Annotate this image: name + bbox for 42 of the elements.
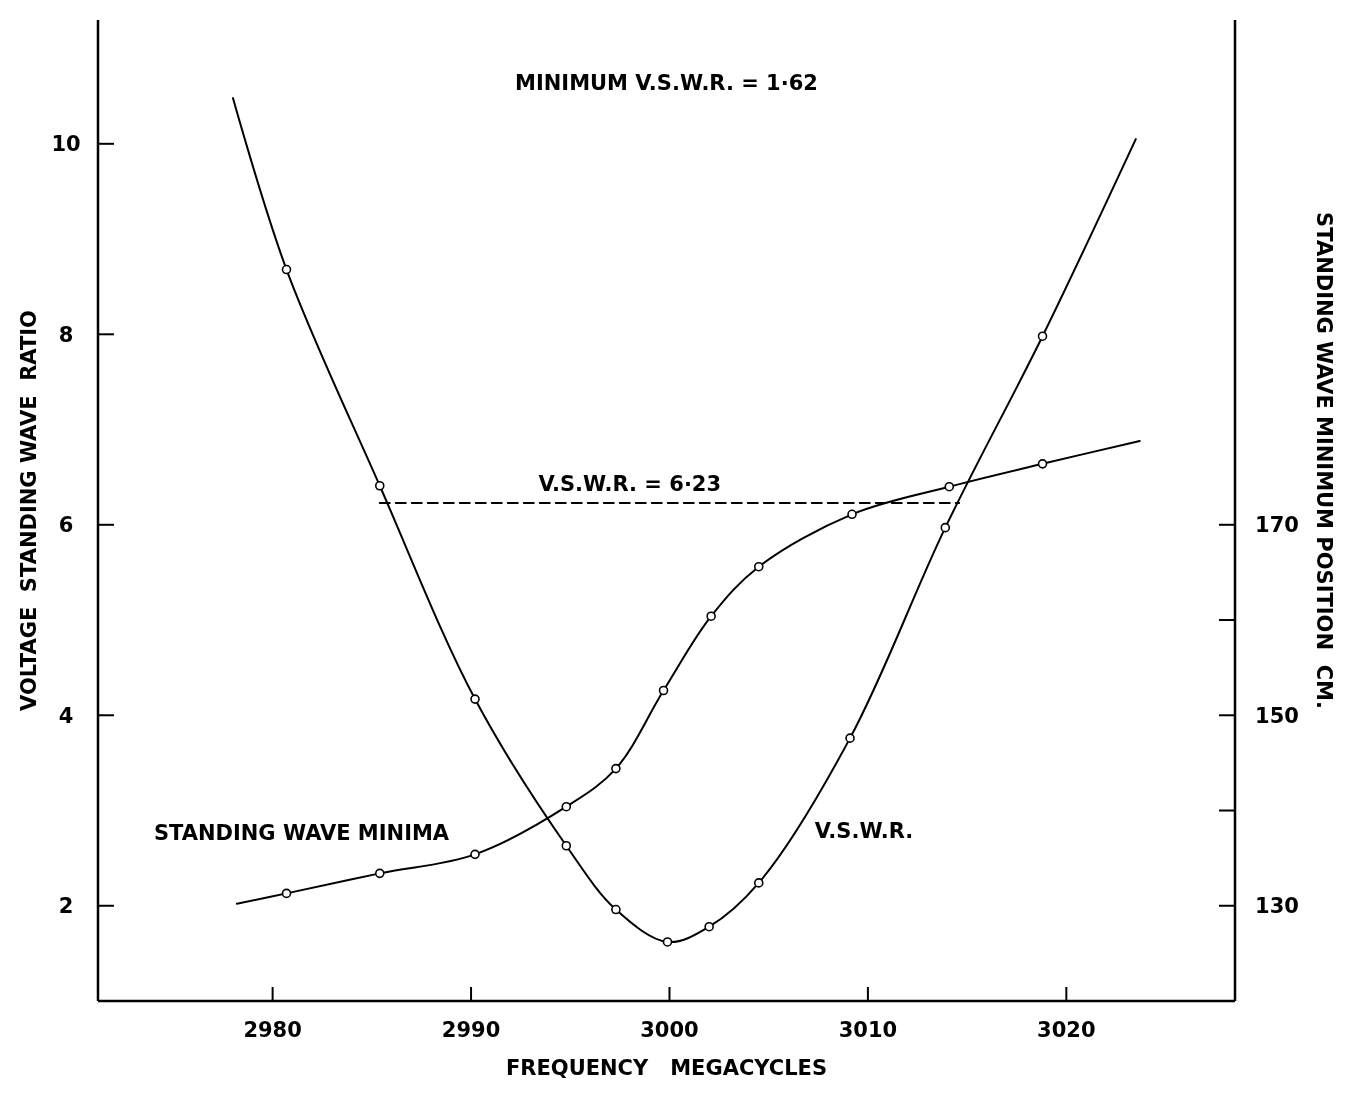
x-axis-title: FREQUENCY MEGACYCLES	[505, 1056, 828, 1080]
point	[658, 685, 669, 696]
series-label: V.S.W.R.	[814, 819, 914, 844]
point	[706, 611, 716, 622]
y-tick-label: 8	[58, 322, 74, 347]
y2-tick-label: 150	[1255, 703, 1299, 728]
point	[470, 694, 480, 704]
point	[1037, 331, 1048, 342]
x-tick-label: 3020	[1037, 1018, 1096, 1042]
y2-tick-label: 170	[1255, 513, 1299, 538]
annotation: MINIMUM V.S.W.R. = 1·62	[515, 71, 818, 95]
x-tick-label: 2980	[243, 1018, 302, 1042]
point	[561, 801, 572, 812]
point	[374, 868, 385, 879]
point	[753, 561, 764, 572]
point	[847, 509, 857, 520]
point	[753, 878, 764, 888]
point	[561, 840, 572, 851]
y-tick-label: 6	[58, 513, 74, 538]
point	[662, 937, 673, 947]
point	[1037, 459, 1048, 469]
point	[374, 480, 385, 491]
point	[704, 921, 714, 932]
point	[611, 763, 621, 774]
annotation: V.S.W.R. = 6·23	[538, 471, 722, 496]
point	[940, 522, 951, 533]
x-tick-label: 2990	[441, 1018, 501, 1042]
y-axis-title: VOLTAGE STANDING WAVE RATIO	[17, 310, 41, 711]
series-label: STANDING WAVE MINIMA	[153, 821, 450, 846]
point	[281, 264, 292, 275]
y-tick-label: 10	[51, 132, 81, 157]
point	[281, 888, 292, 899]
point	[845, 733, 855, 743]
point	[611, 904, 621, 915]
x-tick-label: 3000	[640, 1018, 699, 1042]
point	[470, 849, 480, 860]
point	[944, 481, 955, 492]
y2-axis-title: STANDING WAVE MINIMUM POSITION CM.	[1312, 212, 1336, 709]
x-tick-label: 3010	[838, 1018, 898, 1042]
y2-tick-label: 130	[1255, 894, 1299, 919]
y-tick-label: 2	[58, 894, 74, 919]
y-tick-label: 4	[58, 703, 74, 728]
